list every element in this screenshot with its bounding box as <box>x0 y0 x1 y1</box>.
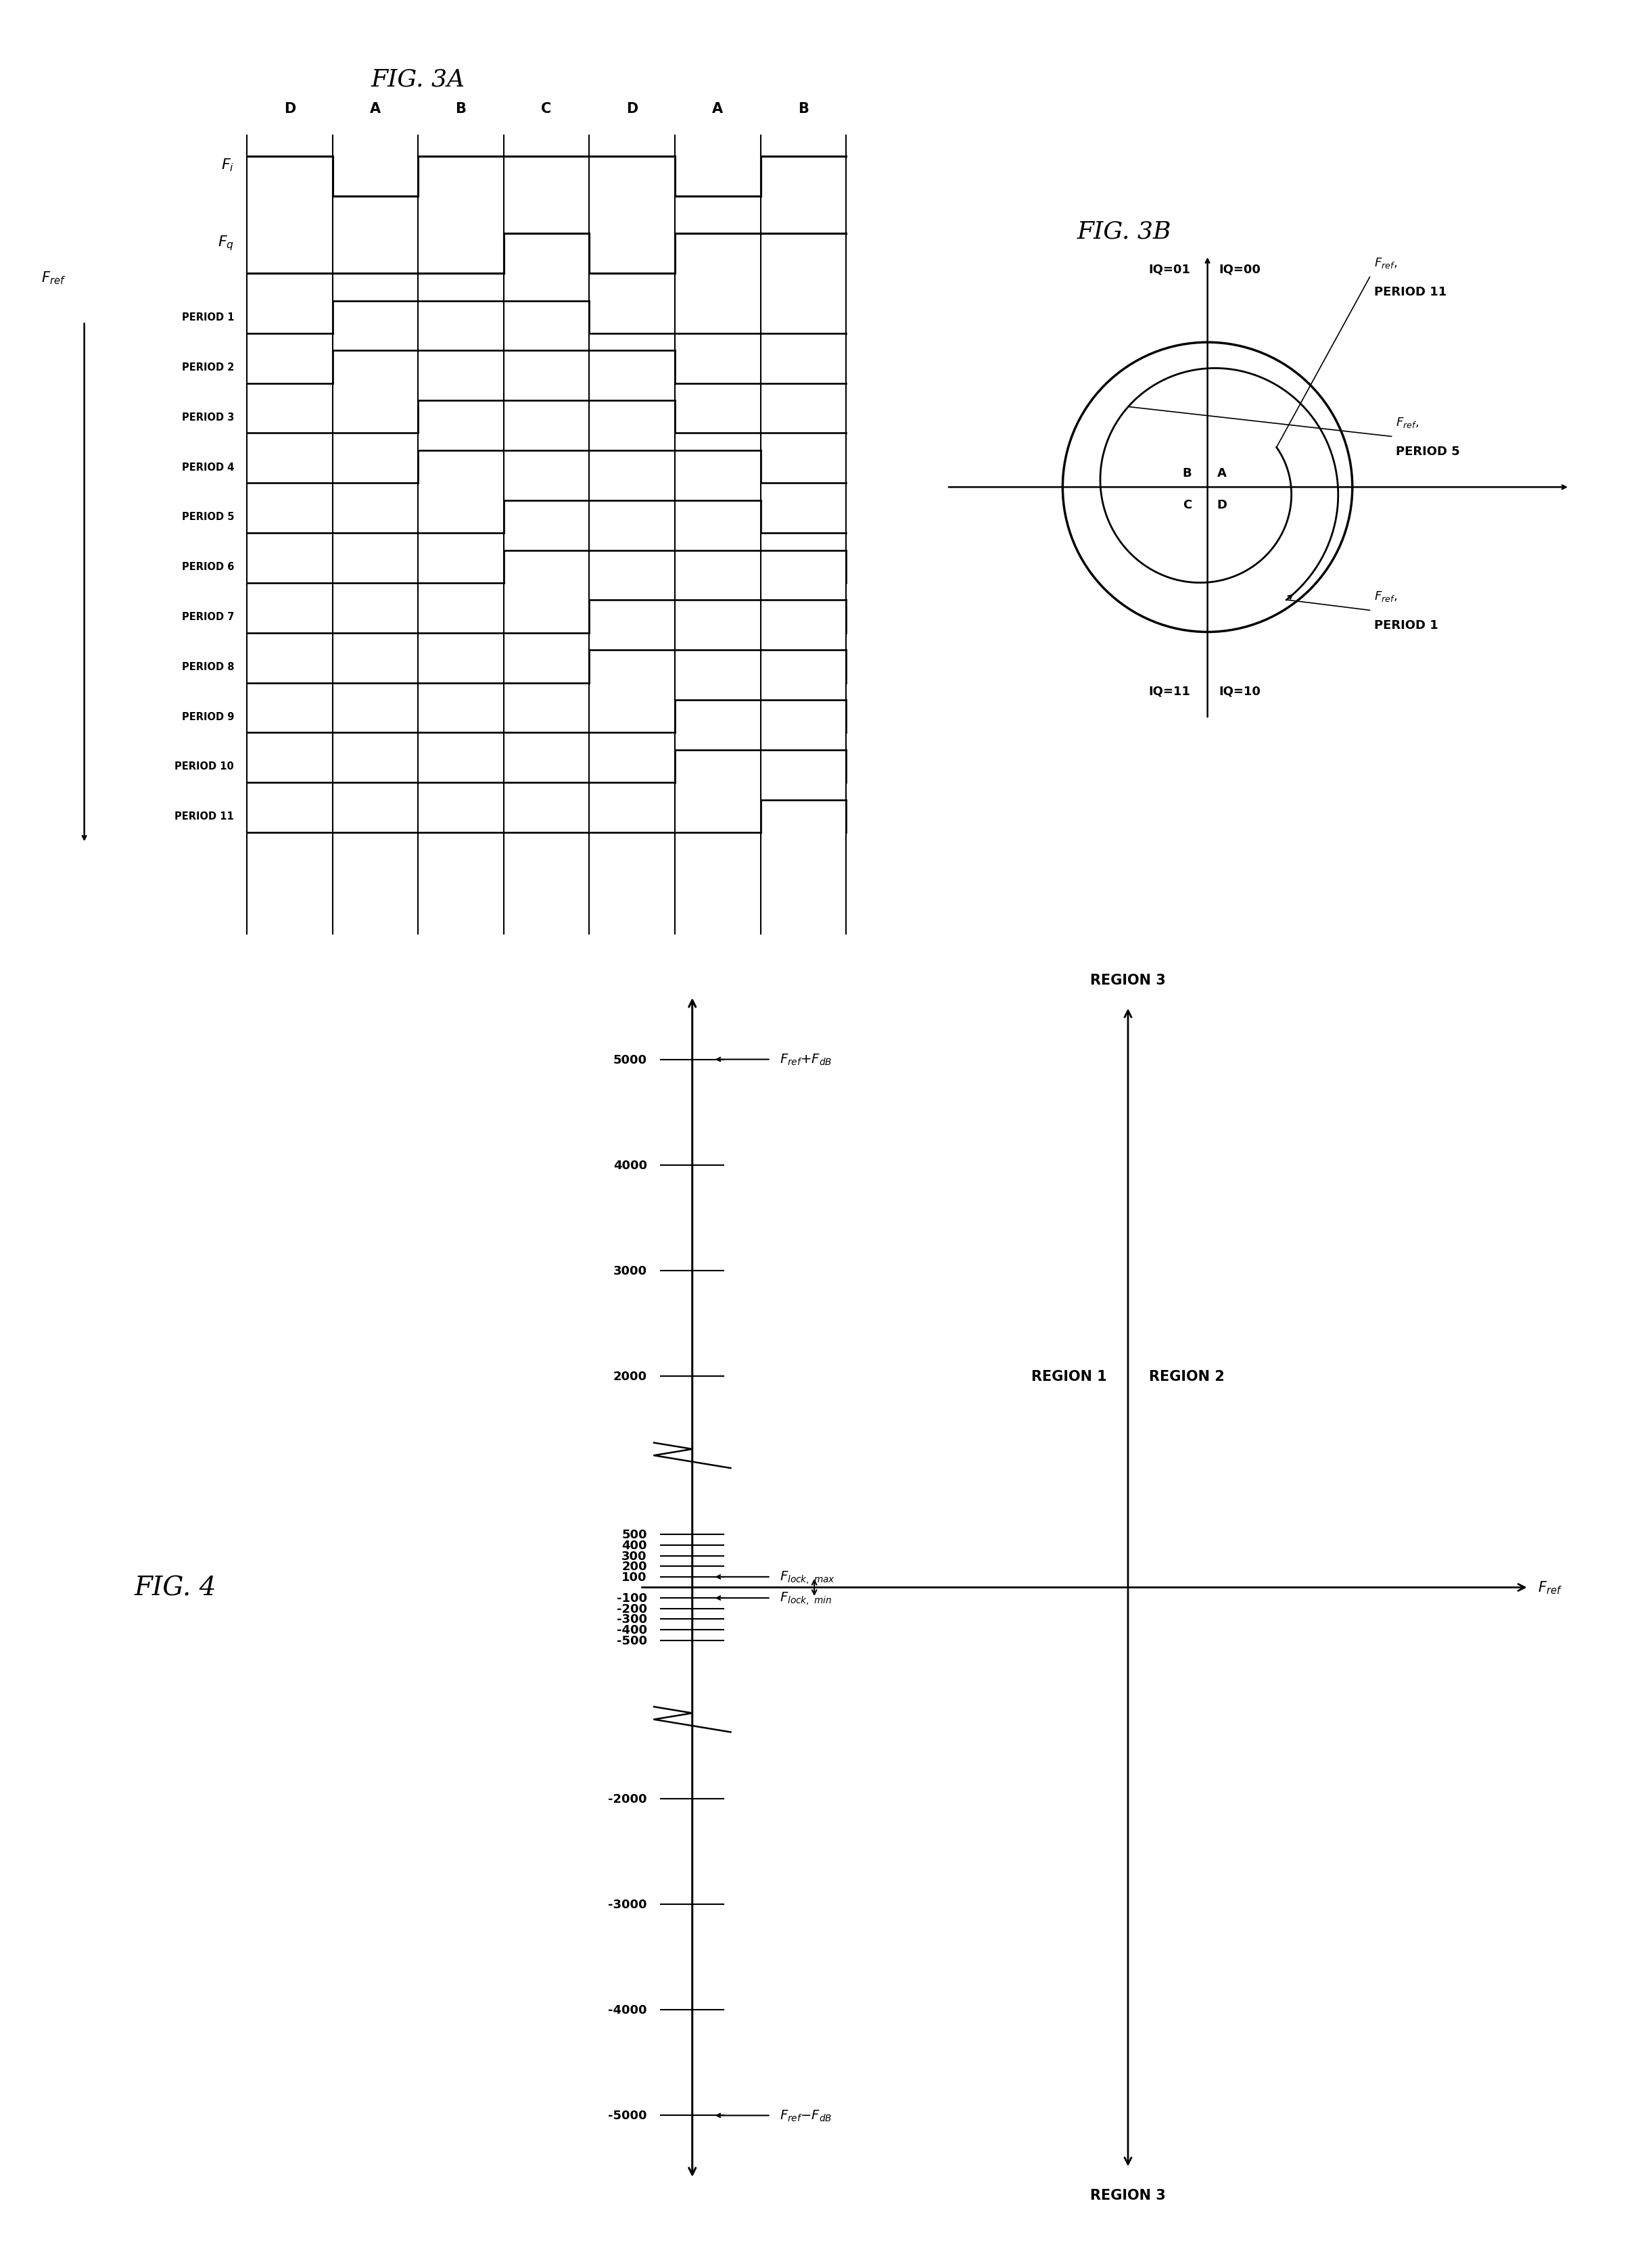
Text: 200: 200 <box>622 1560 647 1572</box>
Text: FIG. 3B: FIG. 3B <box>1076 220 1172 243</box>
Text: B: B <box>1182 467 1192 479</box>
Text: $F_{ref}$,: $F_{ref}$, <box>1374 256 1397 270</box>
Text: D: D <box>625 102 639 116</box>
Text: 500: 500 <box>622 1529 647 1540</box>
Text: -4000: -4000 <box>607 2005 647 2016</box>
Text: IQ=10: IQ=10 <box>1220 685 1261 699</box>
Text: 4000: 4000 <box>614 1159 647 1170</box>
Text: -2000: -2000 <box>607 1792 647 1805</box>
Text: PERIOD 3: PERIOD 3 <box>181 413 234 422</box>
Text: A: A <box>713 102 723 116</box>
Text: IQ=01: IQ=01 <box>1149 263 1190 274</box>
Text: -300: -300 <box>617 1613 647 1626</box>
Text: B: B <box>456 102 466 116</box>
Text: D: D <box>1216 499 1226 510</box>
Text: PERIOD 9: PERIOD 9 <box>181 712 234 721</box>
Text: -200: -200 <box>617 1603 647 1615</box>
Text: $F_{ref}$$+$$F_{dB}$: $F_{ref}$$+$$F_{dB}$ <box>780 1052 831 1066</box>
Text: PERIOD 4: PERIOD 4 <box>181 463 234 472</box>
Text: $F_{ref}$,: $F_{ref}$, <box>1374 590 1397 603</box>
Text: REGION 1: REGION 1 <box>1032 1370 1108 1383</box>
Text: FIG. 4: FIG. 4 <box>135 1574 217 1601</box>
Text: REGION 3: REGION 3 <box>1090 2189 1165 2202</box>
Text: 3000: 3000 <box>614 1266 647 1277</box>
Text: -100: -100 <box>617 1592 647 1603</box>
Text: $F_{lock,\ min}$: $F_{lock,\ min}$ <box>780 1590 831 1606</box>
Text: A: A <box>1218 467 1226 479</box>
Text: $F_i$: $F_i$ <box>221 156 234 172</box>
Text: PERIOD 6: PERIOD 6 <box>181 562 234 572</box>
Text: -500: -500 <box>617 1635 647 1647</box>
Text: -3000: -3000 <box>607 1898 647 1910</box>
Text: PERIOD 10: PERIOD 10 <box>174 762 234 771</box>
Text: IQ=00: IQ=00 <box>1220 263 1261 274</box>
Text: 2000: 2000 <box>614 1370 647 1383</box>
Text: -400: -400 <box>617 1624 647 1635</box>
Text: $F_{ref}$: $F_{ref}$ <box>41 270 66 286</box>
Text: PERIOD 2: PERIOD 2 <box>181 363 234 372</box>
Text: PERIOD 7: PERIOD 7 <box>181 612 234 621</box>
Text: 400: 400 <box>622 1540 647 1551</box>
Text: $F_{lock,\ max}$: $F_{lock,\ max}$ <box>780 1569 835 1585</box>
Text: -5000: -5000 <box>607 2109 647 2121</box>
Text: PERIOD 8: PERIOD 8 <box>181 662 234 671</box>
Text: IQ=11: IQ=11 <box>1149 685 1190 699</box>
Text: 300: 300 <box>622 1549 647 1563</box>
Text: REGION 2: REGION 2 <box>1149 1370 1225 1383</box>
Text: B: B <box>798 102 808 116</box>
Text: C: C <box>542 102 551 116</box>
Text: 100: 100 <box>622 1572 647 1583</box>
Text: $F_{ref}$$-$$F_{dB}$: $F_{ref}$$-$$F_{dB}$ <box>780 2109 831 2123</box>
Text: PERIOD 5: PERIOD 5 <box>1396 445 1460 458</box>
Text: PERIOD 1: PERIOD 1 <box>1374 619 1439 631</box>
Text: PERIOD 11: PERIOD 11 <box>174 812 234 821</box>
Text: D: D <box>283 102 296 116</box>
Text: PERIOD 11: PERIOD 11 <box>1374 286 1447 297</box>
Text: C: C <box>1183 499 1192 510</box>
Text: 5000: 5000 <box>614 1055 647 1066</box>
Text: PERIOD 5: PERIOD 5 <box>181 513 234 522</box>
Text: FIG. 3A: FIG. 3A <box>370 68 466 91</box>
Text: $F_{ref}$: $F_{ref}$ <box>1537 1579 1562 1597</box>
Text: $F_q$: $F_q$ <box>217 234 234 252</box>
Text: PERIOD 1: PERIOD 1 <box>181 313 234 322</box>
Text: A: A <box>370 102 380 116</box>
Text: $F_{ref}$,: $F_{ref}$, <box>1396 415 1419 429</box>
Text: REGION 3: REGION 3 <box>1090 973 1165 987</box>
